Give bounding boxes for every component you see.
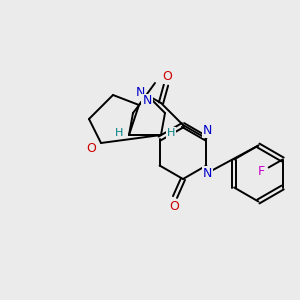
Text: F: F xyxy=(258,165,265,178)
Text: H: H xyxy=(115,128,123,138)
Text: O: O xyxy=(169,200,179,212)
Text: O: O xyxy=(162,70,172,83)
Text: N: N xyxy=(142,94,152,107)
Text: N: N xyxy=(135,86,145,100)
Text: N: N xyxy=(203,124,212,137)
Text: H: H xyxy=(167,128,175,138)
Text: N: N xyxy=(203,167,212,180)
Text: O: O xyxy=(86,142,96,155)
